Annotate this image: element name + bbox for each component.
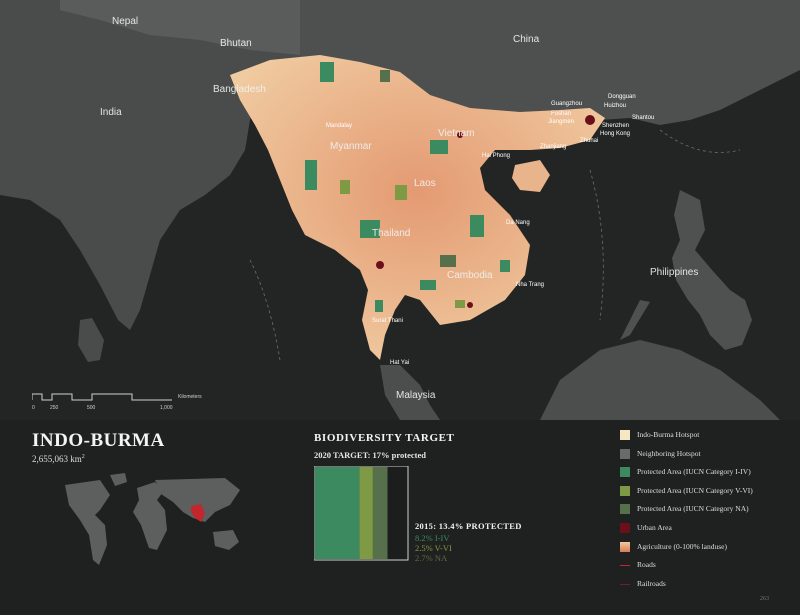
locator-asia — [155, 478, 240, 522]
stat-iucn-i-iv: 8.2% I-IV — [415, 533, 450, 543]
bar-na — [372, 467, 388, 559]
legend-label: Protected Area (IUCN Category V-VI) — [637, 485, 753, 495]
world-locator-map — [65, 473, 240, 565]
indo-burma-hotspot — [230, 55, 605, 360]
legend-swatch — [620, 522, 630, 533]
legend-label: Urban Area — [637, 522, 672, 532]
area-unit-sup: 2 — [81, 454, 85, 460]
hotspot-map — [0, 0, 800, 420]
biodiversity-target-title: BIODIVERSITY TARGET — [314, 432, 455, 444]
legend-swatch — [620, 448, 630, 459]
locator-indo-burma — [191, 504, 205, 522]
protected-areas — [305, 62, 510, 312]
land-india — [0, 0, 300, 330]
scale-tick-2: 500 — [87, 405, 96, 411]
scale-tick-1: 250 — [50, 405, 59, 411]
legend-swatch — [620, 485, 630, 496]
legend-swatch — [620, 467, 630, 478]
legend-label: Neighboring Hotspot — [637, 448, 701, 458]
protected-2015: 2015: 13.4% PROTECTED — [415, 521, 522, 531]
maritime-boundary — [249, 129, 741, 361]
protection-bar-chart — [314, 466, 409, 561]
legend-label: Protected Area (IUCN Category NA) — [637, 504, 749, 514]
locator-americas — [65, 480, 110, 565]
legend-line — [620, 565, 630, 567]
legend-label: Protected Area (IUCN Category I-IV) — [637, 467, 751, 477]
land-srilanka — [78, 318, 104, 362]
legend-label: Agriculture (0-100% landuse) — [637, 541, 727, 551]
target-2020: 2020 TARGET: 17% protected — [314, 450, 426, 460]
area-value: 2,655,063 km — [32, 454, 82, 464]
scale-tick-3: 1,000 — [160, 405, 173, 411]
legend-label: Indo-Burma Hotspot — [637, 430, 700, 439]
legend-swatch — [620, 541, 630, 552]
locator-greenland — [110, 473, 127, 486]
land-borneo — [540, 340, 780, 420]
stat-iucn-na: 2.7% NA — [415, 553, 448, 563]
bar-v-vi — [359, 467, 373, 559]
hotspot-area: 2,655,063 km2 — [32, 454, 85, 464]
page-number: 263 — [760, 596, 769, 602]
land-malay — [380, 365, 440, 420]
legend-swatch — [620, 504, 630, 515]
scale-bar: 0 250 500 1,000 Kilometers — [32, 393, 202, 411]
land-himalaya — [60, 0, 300, 55]
land-hainan — [512, 160, 550, 192]
legend-label: Roads — [637, 560, 656, 570]
locator-europe-africa — [133, 482, 167, 550]
locator-australia — [213, 530, 239, 550]
scale-tick-0: 0 — [32, 405, 35, 411]
legend-line — [620, 583, 630, 585]
scale-unit: Kilometers — [178, 394, 202, 400]
legend-swatch — [620, 430, 630, 440]
land-philippines — [672, 190, 752, 350]
legend-label: Railroads — [637, 578, 666, 588]
hotspot-title: INDO-BURMA — [32, 430, 165, 451]
stat-iucn-v-vi: 2.5% V-VI — [415, 543, 452, 553]
bar-i-iv — [315, 467, 360, 559]
land-palawan — [620, 300, 650, 340]
urban-areas — [376, 115, 595, 308]
